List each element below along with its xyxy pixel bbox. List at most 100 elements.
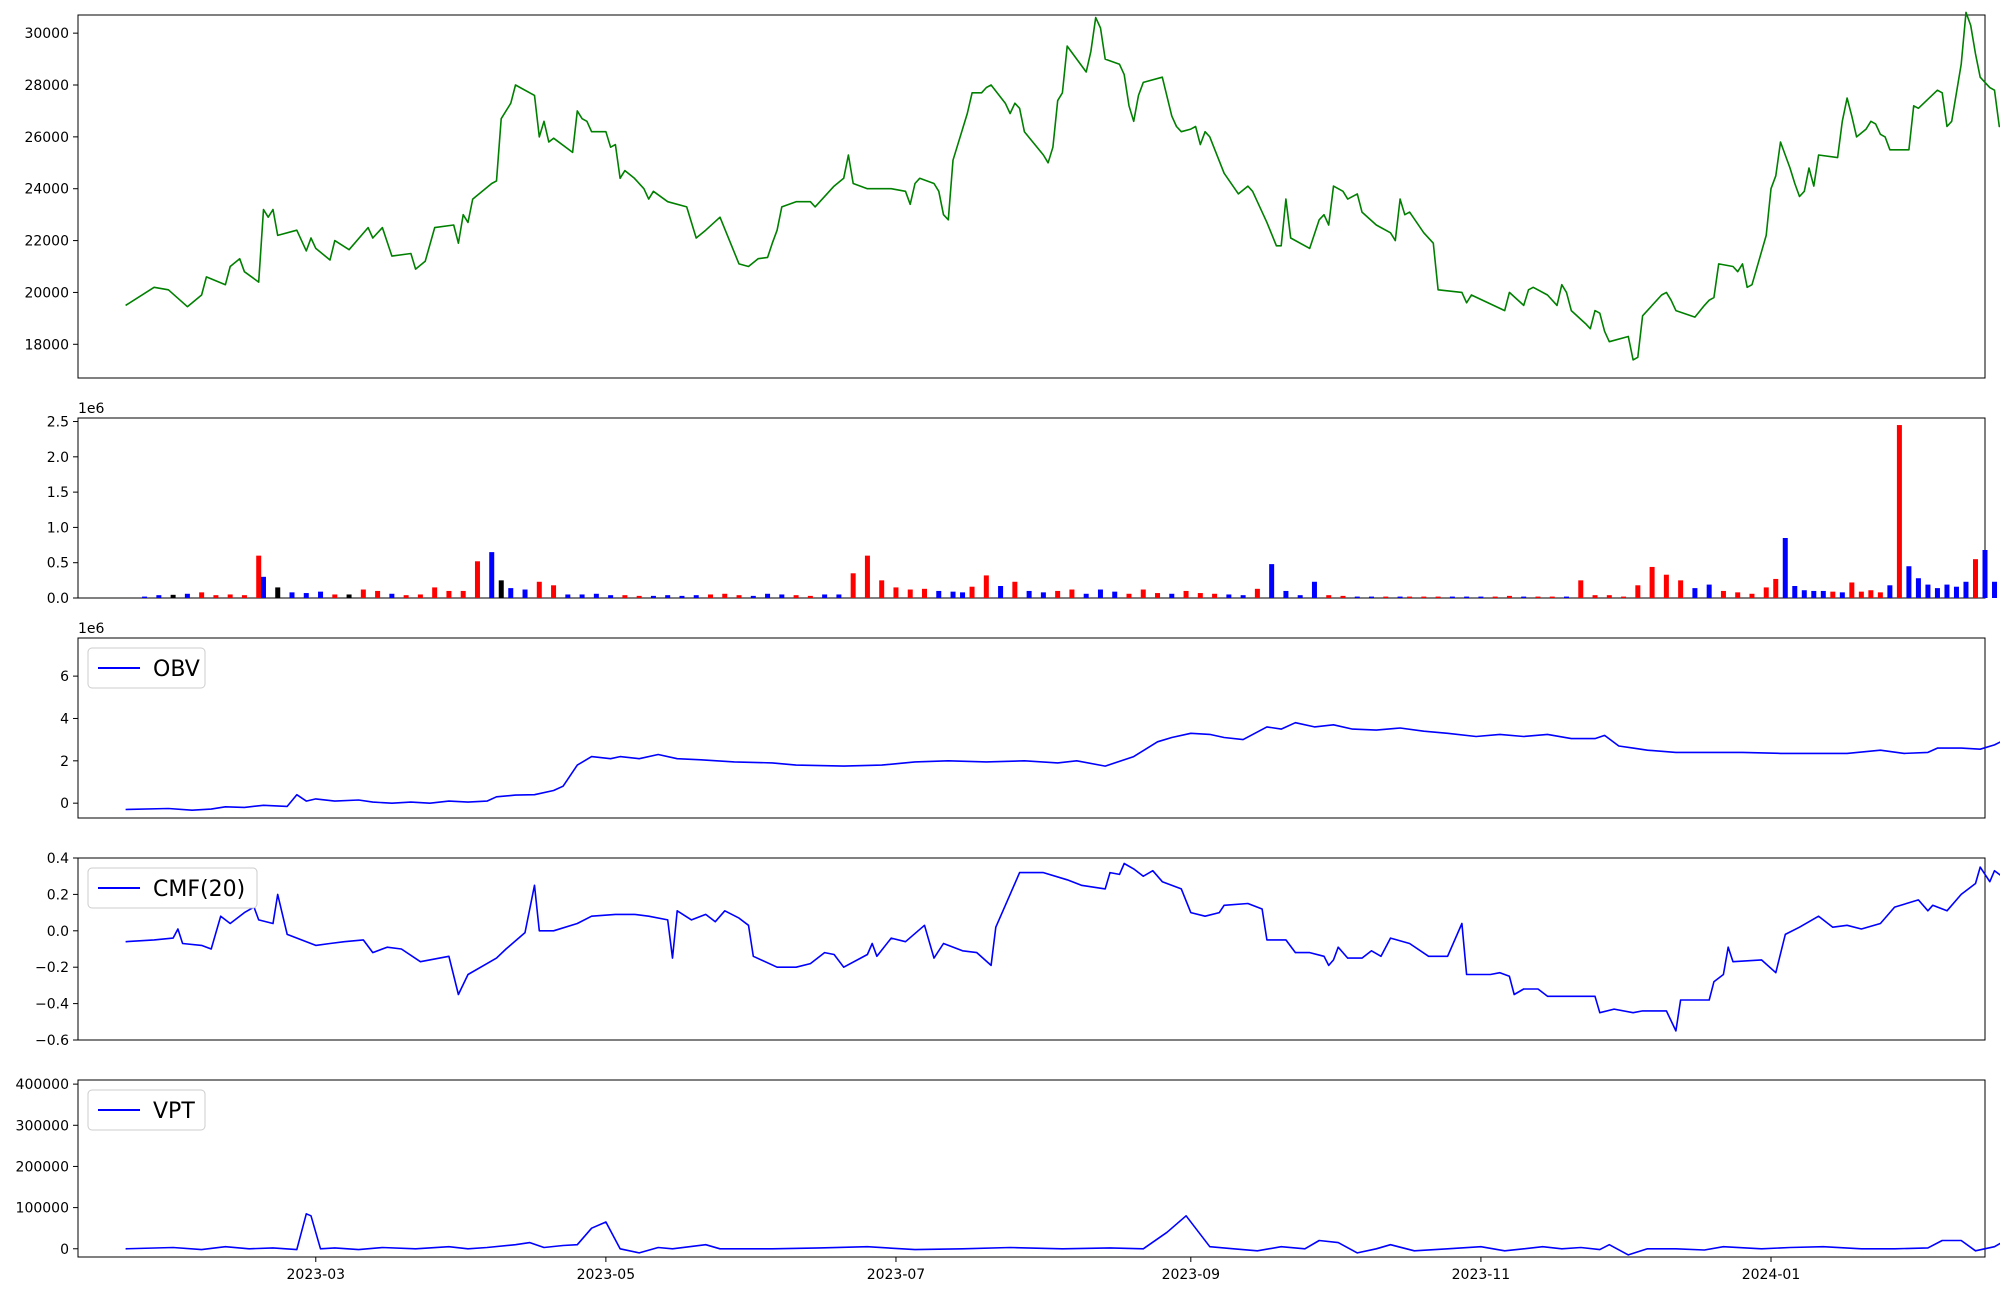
volume-bar (1055, 590, 1061, 598)
volume-bar (1069, 589, 1075, 598)
y-tick-label: 28000 (24, 78, 69, 94)
volume-bar (1449, 596, 1455, 598)
volume-bar (921, 588, 927, 598)
volume-bar (1297, 595, 1303, 598)
volume-bar (318, 591, 324, 598)
volume-bar (1112, 591, 1118, 598)
volume-bar (156, 595, 162, 598)
volume-bar (950, 591, 956, 598)
volume-bar (1944, 584, 1950, 598)
volume-bar (522, 589, 528, 598)
volume-bar (498, 580, 504, 598)
volume-bar (1212, 593, 1218, 598)
x-tick-label: 2023-09 (1162, 1267, 1221, 1283)
volume-bar (1169, 593, 1175, 598)
volume-bar (460, 590, 466, 598)
volume-bar (836, 594, 842, 598)
volume-bar (1240, 595, 1246, 598)
volume-bar (417, 594, 423, 598)
volume-bar (1839, 592, 1845, 598)
axis-offset-label: 1e6 (78, 401, 105, 417)
legend-label: VPT (153, 1099, 195, 1124)
volume-bar (593, 593, 599, 598)
y-tick-label: −0.2 (35, 960, 69, 976)
volume-bar (1026, 590, 1032, 598)
volume-bar (936, 590, 942, 598)
y-tick-label: 1.0 (47, 520, 69, 536)
series-line (125, 1213, 2000, 1256)
volume-bar (722, 593, 728, 598)
volume-bar (983, 575, 989, 598)
volume-bar (474, 561, 480, 598)
volume-bar (446, 590, 452, 598)
volume-bar (807, 595, 813, 598)
x-tick-label: 2023-07 (867, 1267, 926, 1283)
volume-bar (551, 585, 557, 598)
legend: CMF(20) (87, 867, 258, 909)
volume-bar (1140, 589, 1146, 598)
volume-bar (1606, 595, 1612, 598)
price-panel: 18000 20000 22000 24000 26000 28000 30000 (24, 11, 2000, 379)
volume-bar (184, 593, 190, 598)
axes-frame (77, 14, 1986, 379)
volume-bar (1097, 589, 1103, 598)
volume-bar (1896, 425, 1902, 598)
volume-bar (1311, 581, 1317, 598)
volume-bar (170, 594, 176, 598)
volume-bar (489, 552, 495, 598)
volume-bar (1849, 582, 1855, 598)
y-tick-label: −0.6 (35, 1033, 69, 1049)
volume-bar (1254, 588, 1260, 598)
volume-bar (879, 580, 885, 598)
volume-bar (1706, 584, 1712, 598)
volume-bar (1773, 578, 1779, 598)
y-tick-label: 6 (60, 669, 69, 685)
volume-bar (1830, 591, 1836, 598)
volume-bar (1663, 574, 1669, 598)
y-tick-label: 24000 (24, 182, 69, 198)
volume-bar (375, 590, 381, 598)
volume-bar (1906, 566, 1912, 598)
volume-bar (1326, 595, 1332, 598)
legend-label: OBV (153, 657, 200, 682)
volume-bar (1720, 590, 1726, 598)
y-tick-label: 20000 (24, 285, 69, 301)
volume-bar (1283, 590, 1289, 598)
volume-bar (636, 595, 642, 598)
volume-bar (1749, 593, 1755, 598)
axes-frame (77, 857, 1986, 1041)
y-tick-label: 2.5 (47, 415, 69, 431)
volume-bar (432, 587, 438, 598)
y-tick-label: 0.2 (47, 887, 69, 903)
legend: OBV (87, 647, 206, 689)
volume-bar (1521, 596, 1527, 598)
volume-bar (260, 576, 266, 598)
volume-bar (1915, 578, 1921, 598)
volume-bar (1811, 590, 1817, 598)
volume-bar (1226, 594, 1232, 598)
volume-bar (1992, 581, 1998, 598)
volume-bar (1506, 595, 1512, 598)
volume-bar (1435, 596, 1441, 598)
volume-bar (1126, 593, 1132, 598)
volume-bar (793, 595, 799, 598)
y-tick-label: 0 (60, 796, 69, 812)
y-tick-label: 4 (60, 711, 69, 727)
volume-bar (622, 595, 628, 598)
volume-bar (693, 595, 699, 598)
series-line (125, 721, 2000, 812)
volume-bar (303, 593, 309, 598)
volume-bar (346, 594, 352, 598)
axes-frame (77, 1079, 1986, 1258)
volume-bar (536, 581, 542, 598)
volume-bar (1012, 581, 1018, 598)
cmf-panel: −0.6 −0.4 −0.2 0.0 0.2 0.4 CMF(20) (35, 851, 2000, 1049)
vpt-panel: 0 100000 200000 300000 400000 VPT 2023-03 2023-… (16, 1077, 2000, 1283)
volume-bar (736, 595, 742, 598)
legend: VPT (87, 1089, 206, 1131)
volume-bar (1858, 591, 1864, 598)
y-tick-label: −0.4 (35, 997, 69, 1013)
y-tick-label: 1.5 (47, 485, 69, 501)
y-tick-label: 200000 (16, 1159, 69, 1175)
